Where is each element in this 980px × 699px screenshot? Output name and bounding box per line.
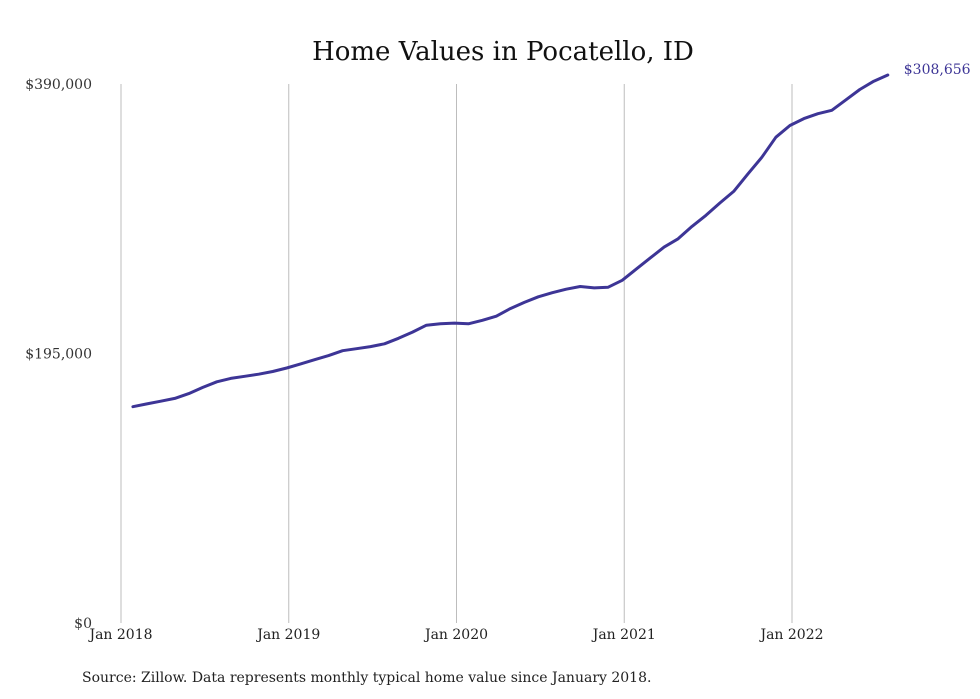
series-line-0 — [131, 73, 890, 409]
x-tick-label-1: Jan 2019 — [255, 627, 320, 643]
y-tick-label-0: $0 — [74, 616, 92, 632]
series-layer: $308,656 — [131, 62, 971, 409]
x-tick-label-3: Jan 2021 — [591, 627, 656, 643]
series-end-label-0: $308,656 — [904, 62, 971, 78]
x-tick-label-0: Jan 2018 — [87, 627, 152, 643]
y-tick-label-1: $195,000 — [25, 347, 92, 363]
x-tick-label-4: Jan 2022 — [758, 627, 823, 643]
y-axis-ticks: $0 $195,000 $390,000 — [25, 77, 92, 632]
y-tick-label-2: $390,000 — [25, 77, 92, 93]
x-axis-ticks: Jan 2018 Jan 2019 Jan 2020 Jan 2021 Jan 2022 — [87, 627, 823, 643]
gridlines — [120, 84, 793, 623]
x-tick-label-2: Jan 2020 — [423, 627, 488, 643]
source-note: Source: Zillow. Data represents monthly … — [82, 670, 651, 686]
chart-title: Home Values in Pocatello, ID — [312, 37, 694, 67]
